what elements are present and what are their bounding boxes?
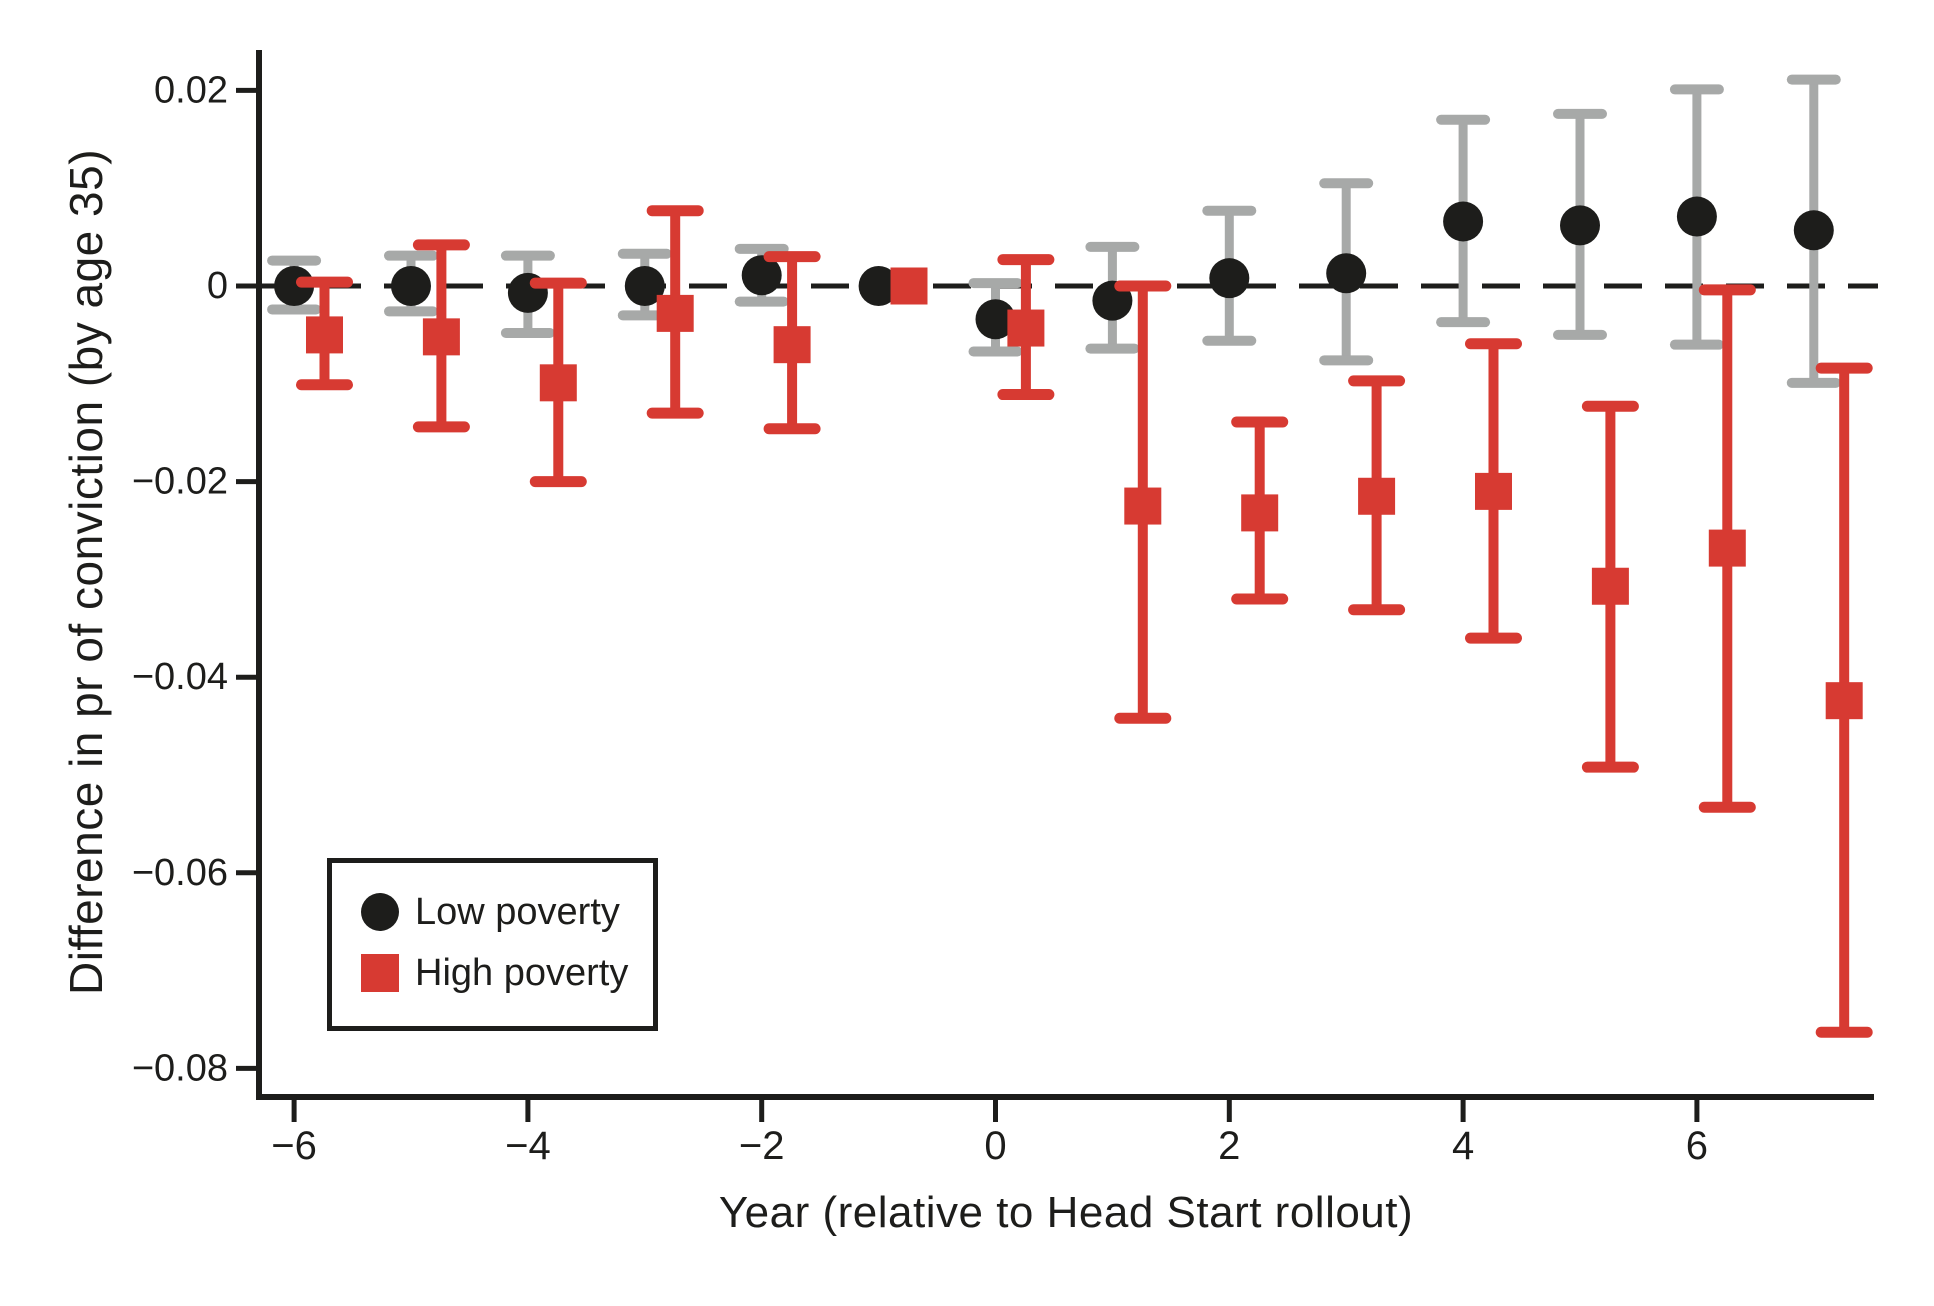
x-tick-label: −4 — [505, 1124, 551, 1168]
y-tick-label: −0.02 — [132, 461, 228, 503]
marker-low-poverty — [1443, 201, 1484, 242]
marker-low-poverty — [1560, 205, 1600, 246]
marker-high-poverty — [305, 316, 343, 354]
y-tick-label: −0.06 — [132, 852, 228, 894]
marker-high-poverty — [1825, 682, 1863, 720]
marker-high-poverty — [656, 294, 694, 332]
x-tick-label: 2 — [1218, 1124, 1240, 1168]
y-tick-label: −0.04 — [132, 656, 228, 698]
x-tick-label: 4 — [1452, 1124, 1474, 1168]
marker-high-poverty — [1007, 309, 1045, 347]
y-tick-label: 0 — [207, 265, 228, 307]
x-tick-label: 6 — [1686, 1124, 1708, 1168]
marker-high-poverty — [422, 318, 460, 356]
y-tick-label: −0.08 — [132, 1047, 228, 1089]
x-tick-label: 0 — [984, 1124, 1006, 1168]
marker-high-poverty — [773, 326, 811, 364]
legend-entry-high-poverty: High poverty — [361, 953, 628, 993]
x-tick-label: −6 — [271, 1124, 317, 1168]
marker-low-poverty — [741, 255, 782, 296]
marker-low-poverty — [1209, 258, 1250, 299]
high-poverty-square-icon — [361, 954, 399, 992]
marker-high-poverty — [539, 364, 577, 402]
x-axis-title: Year (relative to Head Start rollout) — [718, 1188, 1414, 1237]
marker-high-poverty — [1591, 567, 1629, 605]
marker-low-poverty — [1326, 253, 1367, 294]
marker-low-poverty — [624, 266, 665, 306]
marker-low-poverty — [391, 266, 431, 306]
marker-high-poverty — [1241, 494, 1279, 532]
marker-low-poverty — [858, 266, 899, 306]
marker-low-poverty — [975, 299, 1016, 340]
low-poverty-circle-icon — [361, 893, 399, 931]
markers-low-poverty — [274, 196, 1834, 340]
legend-label-low-poverty: Low poverty — [415, 891, 620, 933]
series-low-poverty — [267, 74, 1841, 388]
marker-low-poverty — [1676, 196, 1717, 237]
legend: Low poverty High poverty — [327, 858, 658, 1031]
x-tick-label: −2 — [739, 1124, 785, 1168]
marker-high-poverty — [1474, 472, 1512, 510]
legend-entry-low-poverty: Low poverty — [361, 892, 620, 932]
marker-high-poverty — [890, 267, 928, 305]
y-tick-label: 0.02 — [154, 69, 228, 111]
markers-high-poverty — [305, 267, 1863, 720]
marker-low-poverty — [274, 266, 315, 306]
marker-low-poverty — [1793, 210, 1834, 251]
legend-label-high-poverty: High poverty — [415, 952, 629, 994]
marker-high-poverty — [1358, 477, 1396, 515]
marker-high-poverty — [1708, 529, 1746, 567]
marker-high-poverty — [1124, 487, 1162, 525]
y-axis-title: Difference in pr of conviction (by age 3… — [60, 148, 112, 996]
